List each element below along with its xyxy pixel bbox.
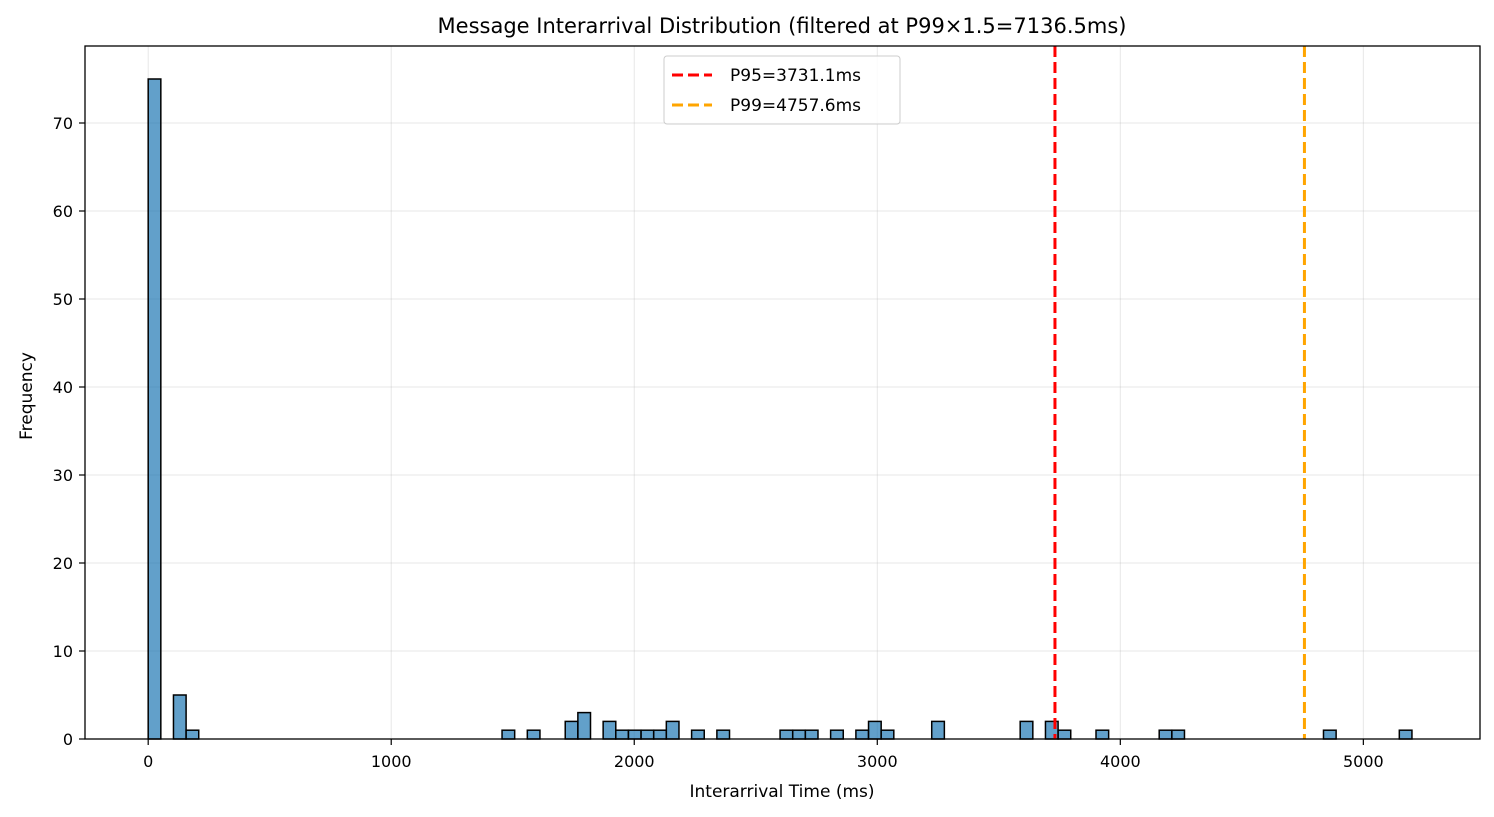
histogram-bar [880,729,895,740]
x-axis-label: Interarrival Time (ms) [689,782,874,802]
histogram-bar [577,711,592,740]
histogram-bar [779,729,794,740]
histogram-bar [1171,729,1186,740]
histogram-bar [640,729,655,740]
histogram-bar [665,720,680,740]
y-tick-label: 0 [63,730,73,749]
histogram-bar [1322,729,1337,740]
histogram-bar [716,729,731,740]
histogram-bar [1398,729,1413,740]
y-axis-label: Frequency [17,352,37,440]
legend-entry: P95=3731.1ms [730,66,861,86]
histogram-bar [172,694,187,740]
chart-title: Message Interarrival Distribution (filte… [438,14,1127,38]
histogram-bar [147,78,162,740]
histogram-bar [1019,720,1034,740]
y-tick-label: 20 [53,554,73,573]
histogram-bar [501,729,516,740]
histogram-bar [930,720,946,740]
histogram-bar [791,729,807,740]
histogram-bar [185,729,200,740]
histogram-bars [147,78,1413,740]
grid-lines [85,46,1480,740]
histogram-bar [615,729,630,740]
y-tick-label: 70 [53,114,73,133]
legend-box [663,55,901,125]
histogram-bar [526,729,541,740]
x-tick-label: 0 [143,752,153,771]
y-tick-label: 30 [53,466,73,485]
histogram-bar [867,720,882,740]
histogram-bar [690,729,705,740]
histogram-bar [652,729,668,740]
x-tick-label: 1000 [371,752,412,771]
histogram-bar [855,729,870,740]
histogram-bar [829,729,845,740]
y-tick-label: 50 [53,290,73,309]
plot-frame [84,45,1481,740]
legend: P95=3731.1ms P99=4757.6ms [663,55,901,125]
x-tick-label: 3000 [857,752,898,771]
histogram-bar [602,720,617,740]
x-axis-ticks: 0 1000 2000 3000 4000 5000 [143,739,1384,771]
histogram-bar [564,720,579,740]
histogram-bar [804,729,819,740]
y-tick-label: 10 [53,642,73,661]
histogram-bar [627,729,642,740]
reference-lines [1053,46,1306,739]
y-axis-ticks: 0 10 20 30 40 50 60 70 [53,114,85,749]
histogram-bar [1057,729,1072,740]
x-tick-label: 2000 [614,752,655,771]
histogram-bar [1095,729,1110,740]
y-tick-label: 40 [53,378,73,397]
histogram-bar [1158,729,1173,740]
y-tick-label: 60 [53,202,73,221]
legend-entry: P99=4757.6ms [730,96,861,116]
x-tick-label: 5000 [1343,752,1384,771]
x-tick-label: 4000 [1100,752,1141,771]
